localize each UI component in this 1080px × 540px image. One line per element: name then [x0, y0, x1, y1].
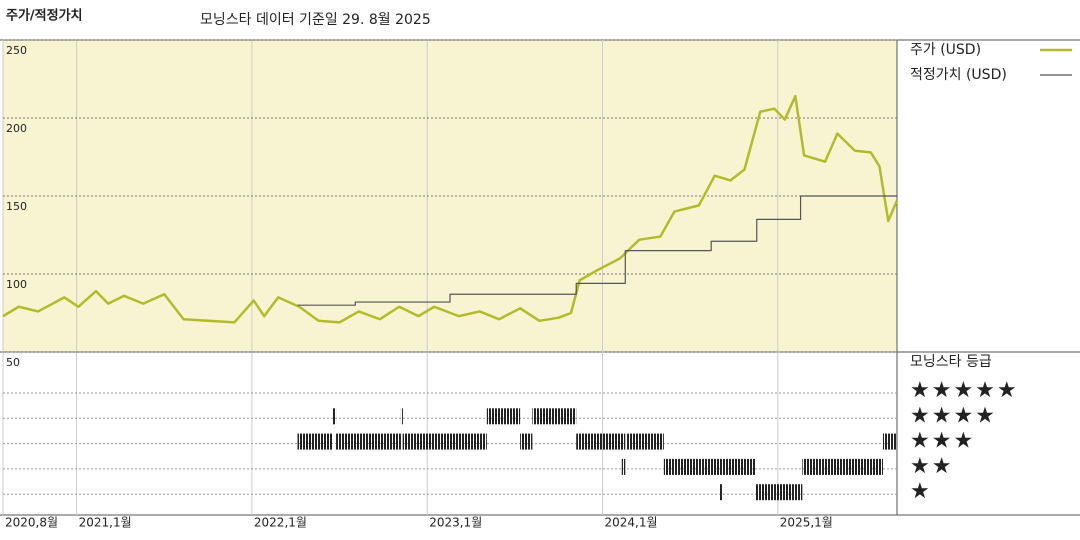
- rating-period: [400, 408, 403, 425]
- rating-period: [532, 408, 577, 425]
- rating-period: [336, 433, 401, 450]
- chart-title: 주가/적정가치: [6, 8, 83, 24]
- rating-label: ★★★★★: [910, 378, 1019, 403]
- x-tick-label: 2024,1월: [605, 516, 658, 530]
- rating-period: [802, 458, 883, 475]
- rating-period: [627, 433, 664, 450]
- rating-period: [332, 408, 337, 425]
- rating-title: 모닝스타 등급: [910, 354, 992, 370]
- y-tick-label: 250: [6, 44, 27, 57]
- rating-period: [755, 484, 803, 501]
- rating-period: [621, 458, 626, 475]
- series-line: [297, 195, 897, 306]
- rating-period: [882, 433, 897, 450]
- legend-label: 주가 (USD): [910, 42, 981, 58]
- x-tick-label: 2025,1월: [780, 516, 833, 530]
- rating-period: [297, 433, 333, 450]
- y-tick-label: 150: [6, 200, 27, 213]
- legend-label: 적정가치 (USD): [910, 67, 1007, 83]
- chart-subtitle: 모닝스타 데이터 기준일 29. 8월 2025: [200, 12, 431, 28]
- y-tick-label: 100: [6, 278, 27, 291]
- rating-period: [402, 433, 487, 450]
- rating-label: ★★★★: [910, 403, 997, 428]
- series-line: [2, 94, 899, 324]
- rating-label: ★: [910, 479, 932, 504]
- y-tick-label: 50: [6, 356, 20, 369]
- x-tick-label: 2023,1월: [429, 516, 482, 530]
- plot-background: [3, 40, 897, 352]
- rating-period: [663, 458, 756, 475]
- rating-period: [486, 408, 521, 425]
- rating-label: ★★★: [910, 429, 975, 454]
- x-tick-label: 2022,1월: [254, 516, 307, 530]
- x-tick-label: 2020,8월: [5, 516, 58, 530]
- rating-period: [719, 484, 722, 501]
- rating-label: ★★: [910, 454, 953, 479]
- y-tick-label: 200: [6, 122, 27, 135]
- rating-period: [576, 433, 626, 450]
- rating-period: [520, 433, 533, 450]
- x-tick-label: 2021,1월: [79, 516, 132, 530]
